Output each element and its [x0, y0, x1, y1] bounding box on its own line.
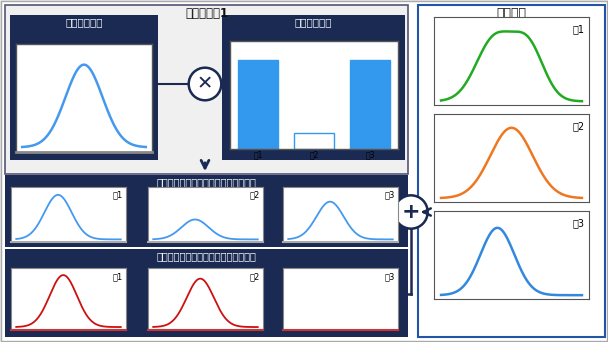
Bar [418, 5, 605, 337]
Bar [5, 5, 408, 174]
Text: 筋3: 筋3 [384, 272, 395, 281]
Text: ✕: ✕ [197, 75, 213, 93]
Text: 筋3: 筋3 [384, 191, 395, 200]
Text: 筋2: 筋2 [572, 121, 584, 131]
Bar [238, 61, 278, 149]
Text: +: + [402, 202, 420, 222]
Text: 筋3: 筋3 [572, 218, 584, 228]
Text: 筋活動量: 筋活動量 [497, 7, 527, 20]
Bar [350, 61, 390, 149]
Text: 筋シナジー２によって生じる筋活動量: 筋シナジー２によって生じる筋活動量 [157, 251, 257, 261]
Text: 筋2: 筋2 [249, 191, 260, 200]
Bar [5, 249, 408, 337]
Text: 結合パターン: 結合パターン [295, 17, 332, 27]
Text: 筋シナジー１によって生じる筋活動量: 筋シナジー１によって生じる筋活動量 [157, 177, 257, 187]
Text: 筋1: 筋1 [572, 24, 584, 34]
Bar [5, 175, 408, 247]
Bar [10, 15, 158, 160]
Text: 筋2: 筋2 [249, 272, 260, 281]
Text: 時間パターン: 時間パターン [65, 17, 103, 27]
Text: 筋シナジー1: 筋シナジー1 [185, 7, 228, 20]
Text: 筋1: 筋1 [112, 191, 123, 200]
Bar [294, 133, 334, 149]
Text: 筋1: 筋1 [112, 272, 123, 281]
Bar [222, 15, 405, 160]
